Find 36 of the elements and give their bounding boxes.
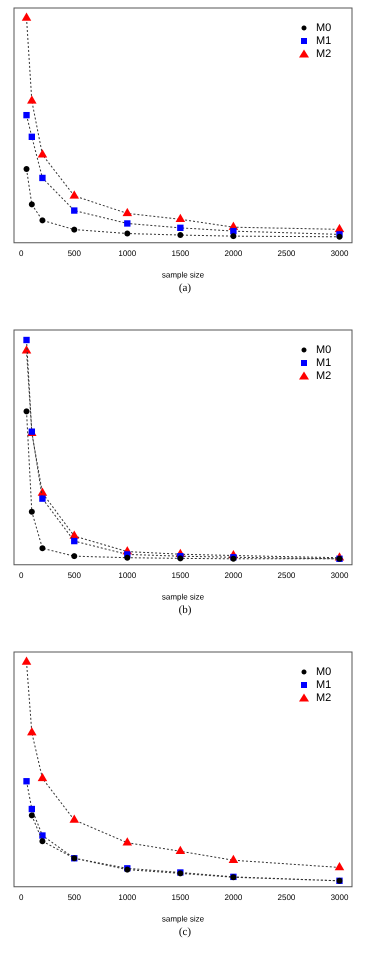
x-tick-label: 1000 [118, 892, 137, 902]
x-tick-label: 0 [18, 248, 24, 258]
x-tick-label: 3000 [330, 248, 349, 258]
legend-label: M1 [316, 35, 332, 48]
x-tick-label: 1500 [171, 570, 190, 580]
x-tick-label: 2500 [278, 248, 296, 258]
x-tick-label: 3000 [330, 570, 349, 580]
x-axis-title: sample size [162, 914, 205, 924]
x-tick-label: 3000 [330, 892, 349, 902]
x-tick-label: 2000 [224, 570, 243, 580]
x-tick-label: 1500 [171, 892, 190, 902]
x-tick-label: 1000 [118, 570, 137, 580]
legend-label: M2 [316, 370, 332, 382]
text: (b) [178, 604, 192, 616]
legend-label: M2 [316, 692, 332, 704]
x-tick-label: 2500 [278, 570, 296, 580]
x-tick-label: 500 [68, 248, 82, 258]
x-tick-label: 2000 [224, 248, 243, 258]
legend-label: M1 [316, 679, 332, 692]
legend-label: M0 [316, 666, 332, 678]
x-tick-label: 0 [18, 892, 24, 902]
x-axis-title: sample size [162, 270, 205, 280]
x-tick-label: 2000 [224, 892, 243, 902]
x-tick-label: 0 [18, 570, 24, 580]
legend-label: M2 [316, 48, 332, 60]
legend-label: M1 [316, 357, 332, 370]
x-tick-label: 1000 [118, 248, 137, 258]
text: (c) [178, 926, 192, 938]
text: (a) [178, 282, 192, 294]
x-tick-label: 500 [68, 570, 82, 580]
legend-label: M0 [316, 22, 332, 34]
legend-label: M0 [316, 344, 332, 356]
x-tick-label: 1500 [171, 248, 190, 258]
x-tick-label: 500 [68, 892, 82, 902]
x-axis-title: sample size [162, 592, 205, 602]
x-tick-label: 2500 [278, 892, 296, 902]
